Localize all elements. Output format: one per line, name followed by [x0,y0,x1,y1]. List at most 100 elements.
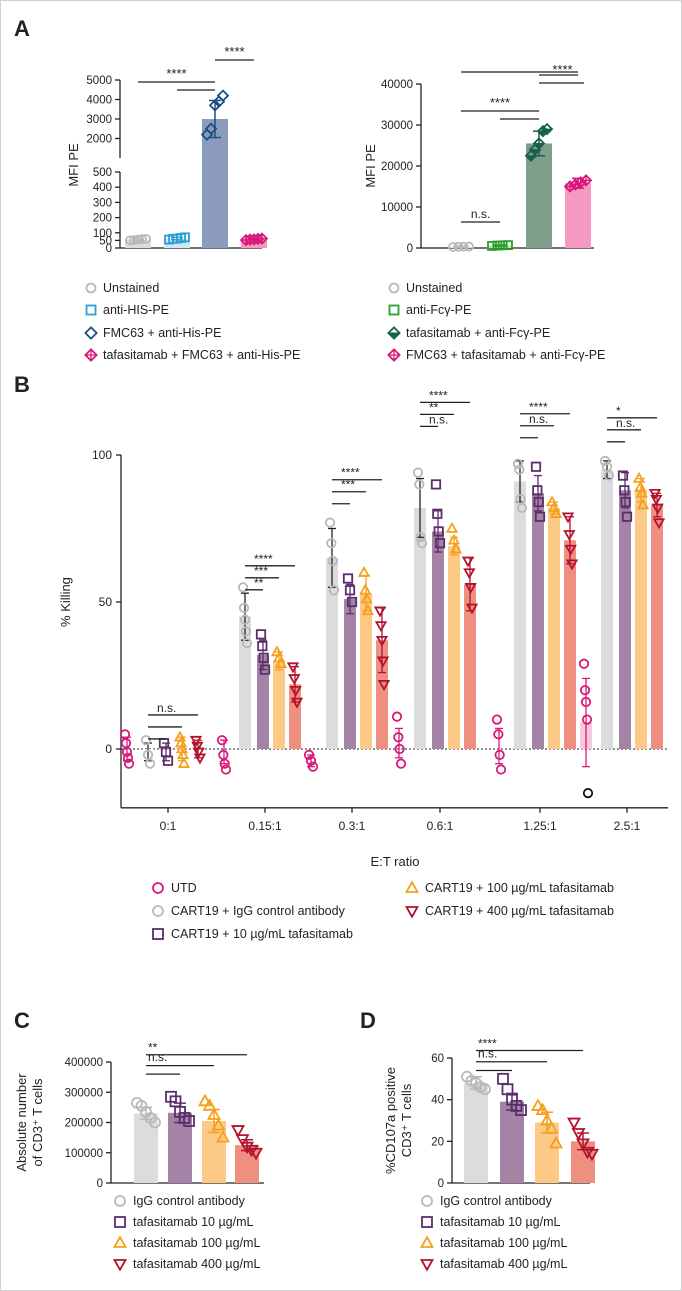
d-point [539,1112,555,1126]
b-point [636,498,650,510]
d-sig-label: **** [478,1037,497,1051]
b-point [140,735,152,746]
b-point [512,458,524,469]
a1-legend-label: FMC63 + anti-His-PE [103,326,221,340]
c-bar [168,1112,192,1183]
c-sig-label: n.s. [148,1050,167,1064]
b-point [620,496,631,508]
b-point [189,735,203,747]
b-point [464,583,477,594]
b-point [193,753,207,765]
a1-point [141,233,151,244]
b-y-tick-label: 0 [105,742,112,756]
b-x-axis-title: E:T ratio [371,854,420,869]
a1-y-tick-label: 3000 [86,114,112,126]
b-point [375,635,389,647]
a1-legend-marker [85,304,97,316]
b-legend-marker [404,880,420,893]
b-sig-label: n.s. [429,412,448,426]
a1-legend-marker [84,326,98,340]
b-point [122,752,134,763]
a1-y-tick-label: 5000 [86,75,112,87]
b-point [449,542,463,554]
b-point [582,787,594,799]
b-point [621,511,633,522]
b-point [326,538,337,549]
a2-sig-label: **** [490,95,510,110]
b-point [361,604,375,616]
b-point [493,729,504,740]
d-legend-marker [421,1216,433,1228]
b-x-tick-label: 2.5:1 [614,819,641,833]
b-sig-label: * [616,404,621,418]
a2-legend-label: anti-Fcγ-PE [406,303,471,317]
b-sig-label: *** [254,564,268,578]
d-bar [500,1101,524,1183]
a1-y-tick-label: 300 [93,197,112,209]
d-point [530,1098,546,1111]
b-bar [257,654,269,749]
b-legend-marker [404,906,420,919]
b-bar [564,540,576,749]
a1-point [255,232,269,245]
d-y-axis-title-line2: CD3⁺ T cells [399,1083,414,1157]
b-bar [414,507,426,749]
c-bar [134,1113,158,1183]
b-point [461,556,475,568]
b-point [289,685,302,697]
a2-legend-label: Unstained [406,281,462,295]
a1-y-tick-label: 4000 [86,95,112,107]
a2-point-half [540,128,554,135]
c-legend-label: tafasitamab 100 µg/mL [133,1236,260,1250]
d-point [548,1135,564,1149]
b-bar [273,660,285,749]
a2-point-half [528,149,542,156]
b-legend-label: CART19 + 400 µg/mL tafasitamab [425,904,614,918]
b-point [632,471,646,483]
a2-y-tick-label: 20000 [381,161,413,173]
panel-label-c: C [14,1008,30,1033]
a1-sig-label: **** [224,44,244,59]
a1-point [216,89,230,102]
b-point [580,696,592,708]
c-legend-label: IgG control antibody [133,1194,246,1208]
a2-y-tick-label: 30000 [381,120,413,132]
b-point [651,503,664,515]
b-point [162,755,174,766]
a1-legend-label: Unstained [103,281,159,295]
a2-legend-marker-half [387,332,401,340]
c-y-axis-title-line1: Absolute number [14,1073,29,1172]
b-point [342,573,354,584]
b-point [516,502,528,514]
a2-bar [565,183,591,248]
c-legend-marker [114,1195,126,1207]
b-y-axis-title: % Killing [58,577,73,627]
b-legend-label: UTD [171,881,197,895]
b-point [394,743,405,755]
b-point [433,526,444,537]
d-point [544,1121,559,1134]
b-point [259,664,271,675]
b-point [290,697,304,709]
b-point [445,521,459,533]
c-legend-label: tafasitamab 10 µg/mL [133,1215,254,1229]
d-point [571,1128,586,1141]
c-point [235,1134,250,1147]
a2-point [540,122,554,136]
b-bar [376,640,388,749]
b-point [430,479,442,490]
b-point [305,755,317,766]
b-point [565,559,579,571]
b-point [465,603,479,615]
c-point [248,1147,264,1161]
a1-point [208,99,222,112]
b-point [218,749,229,760]
a1-y-tick-label: 50 [99,235,112,247]
a2-legend-marker [388,304,400,316]
b-point [192,747,205,759]
c-legend-label: tafasitamab 400 µg/mL [133,1257,260,1271]
c-point [183,1115,195,1127]
b-sig-label: *** [341,478,355,492]
c-y-tick-label: 300000 [65,1087,103,1099]
